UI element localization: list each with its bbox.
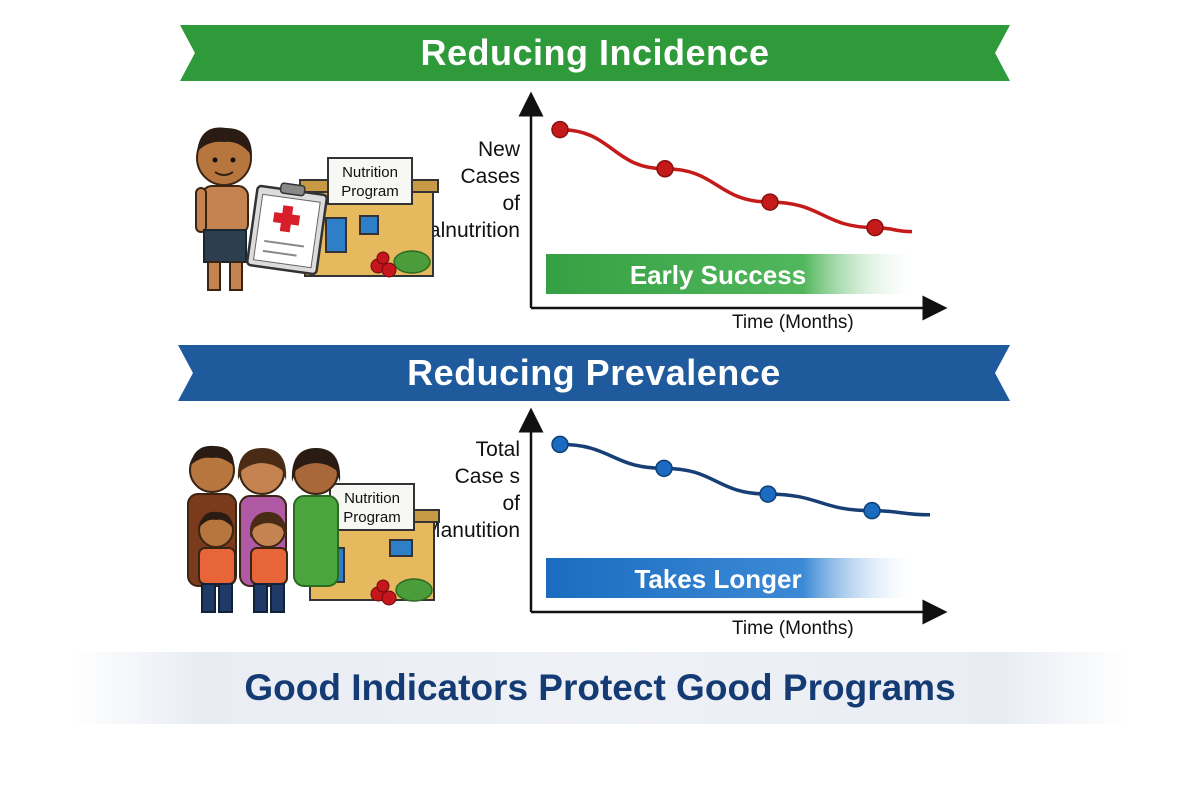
prevalence-banner: Reducing Prevalence	[178, 345, 1010, 401]
early-success-band	[546, 254, 914, 294]
prevalence-data-point-2	[655, 459, 673, 478]
child-icon	[195, 127, 252, 291]
incidence-chart: Early Success	[518, 91, 948, 321]
medical-clipboard-icon	[246, 182, 328, 276]
incidence-data-point-3	[761, 193, 779, 211]
vegetables-icon	[370, 250, 431, 278]
adult-male-icon	[187, 445, 237, 587]
prevalence-x-axis-label: Time (Months)	[732, 618, 854, 639]
footer-band: Good Indicators Protect Good Programs	[70, 652, 1130, 724]
incidence-y-axis-label: New Cases of Malnutrition	[411, 138, 520, 242]
prevalence-chart: Takes Longer	[518, 407, 948, 625]
prevalence-data-point-1	[551, 435, 569, 454]
incidence-series-line	[559, 127, 913, 234]
early-success-label: Early Success	[630, 260, 806, 290]
adult-female-icon-2	[291, 448, 341, 587]
takes-longer-label: Takes Longer	[634, 564, 801, 594]
incidence-banner: Reducing Incidence	[180, 25, 1010, 81]
adult-female-icon	[237, 448, 287, 587]
incidence-data-point-1	[551, 120, 569, 139]
prevalence-y-axis-label: Total Case s of Manutition	[423, 438, 520, 542]
vegetables-icon-2	[370, 578, 433, 606]
child-girl-icon	[249, 512, 288, 613]
prevalence-series-line	[559, 442, 931, 517]
prevalence-data-point-4	[863, 501, 881, 520]
footer-text: Good Indicators Protect Good Programs	[244, 667, 956, 708]
incidence-x-axis-label: Time (Months)	[732, 312, 854, 333]
incidence-data-point-4	[866, 218, 884, 237]
prevalence-title: Reducing Prevalence	[407, 352, 781, 393]
takes-longer-band	[546, 558, 914, 598]
child-boy-icon	[198, 511, 236, 613]
incidence-title: Reducing Incidence	[420, 32, 770, 73]
prevalence-data-point-3	[759, 485, 777, 503]
incidence-data-point-2	[656, 160, 674, 178]
